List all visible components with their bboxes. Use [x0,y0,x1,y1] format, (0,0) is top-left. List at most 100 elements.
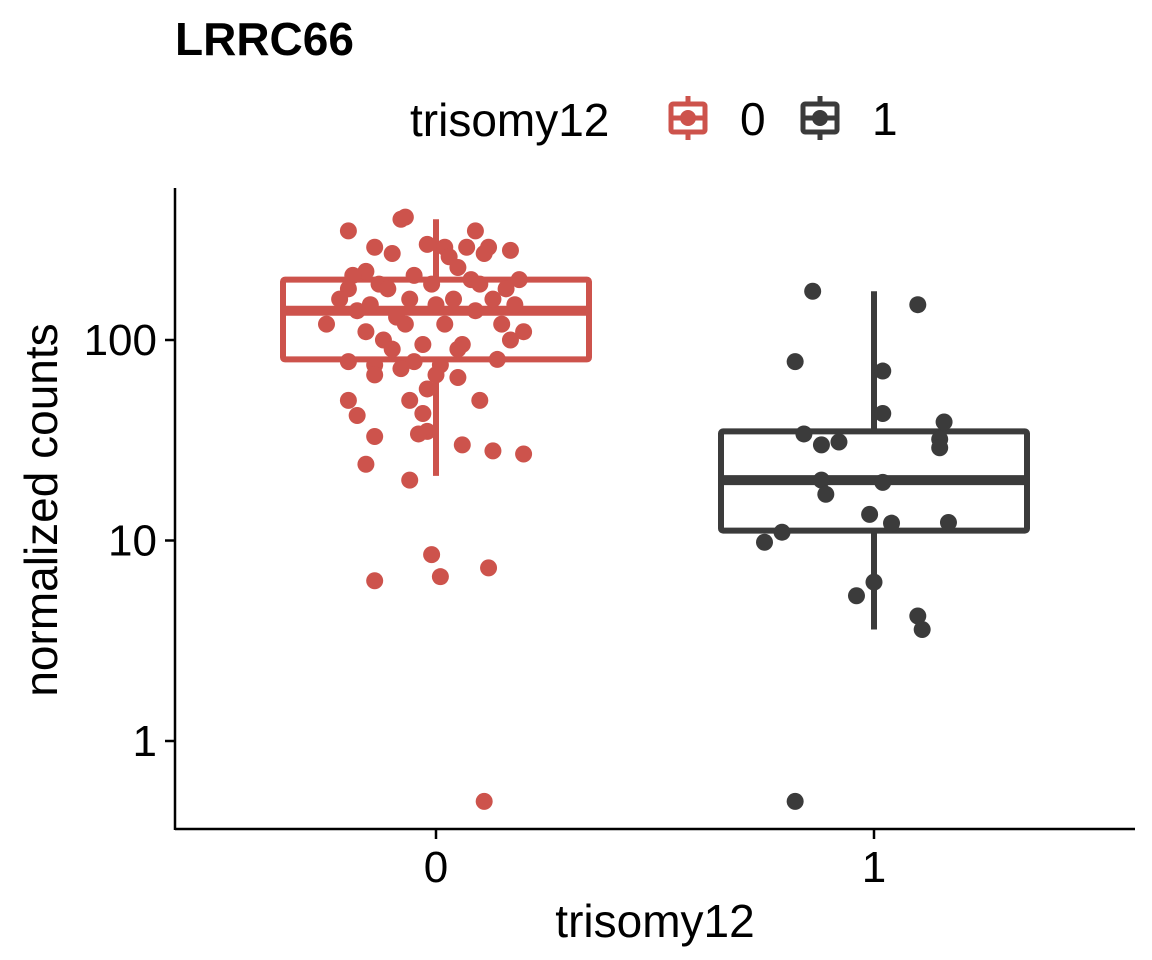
legend-key-point [812,110,828,126]
y-tick-label: 100 [84,316,157,365]
data-point [913,620,931,638]
data-point [423,546,441,564]
data-point [366,238,384,256]
data-point [366,428,384,446]
data-point [383,245,401,263]
data-point [493,315,511,333]
data-point [392,360,410,378]
data-point [427,366,445,384]
data-point [357,455,375,473]
y-tick-label: 10 [108,517,157,566]
data-point [497,280,515,298]
points-1 [756,282,957,810]
data-point [453,436,471,454]
data-point [773,523,791,541]
data-point [515,323,533,341]
series-layer [280,208,1030,810]
data-point [357,323,375,341]
data-point [817,485,835,503]
data-point [484,290,502,308]
legend-label: 0 [740,93,766,145]
data-point [812,436,830,454]
data-point [339,391,357,409]
data-point [344,266,362,284]
data-point [847,587,865,605]
data-point [348,407,366,425]
data-point [931,439,949,457]
data-point [515,445,533,463]
data-point [510,271,528,289]
data-point [405,266,423,284]
data-point [409,425,427,443]
data-point [786,792,804,810]
data-point [396,315,414,333]
data-point [449,369,467,387]
data-point [379,280,397,298]
data-point [786,353,804,371]
data-point [318,315,335,333]
data-point [401,471,419,489]
data-point [935,413,953,431]
data-point [883,514,901,532]
legend-label: 1 [872,93,898,145]
data-point [471,275,489,293]
chart-title: LRRC66 [175,13,354,65]
data-point [449,340,467,358]
data-point [414,404,432,422]
data-point [357,262,375,280]
data-point [366,572,384,590]
data-point [501,241,519,259]
data-point [331,290,349,308]
data-point [874,404,892,422]
data-point [874,473,892,491]
y-axis-title: normalized counts [15,323,67,696]
data-point [861,505,879,523]
data-point [431,568,449,586]
data-point [405,353,423,371]
points-0 [318,208,533,810]
data-point [909,296,927,314]
data-point [445,290,463,308]
data-point [804,282,822,300]
data-point [366,366,384,384]
data-point [401,290,419,308]
data-point [475,792,493,810]
data-point [939,513,957,531]
data-point [339,222,357,240]
data-point [401,391,419,409]
x-tick-label: 1 [862,843,886,892]
y-axis-ticks: 1 10 100 [84,316,175,766]
x-axis-title: trisomy12 [555,895,754,947]
data-point [383,340,401,358]
x-tick-label: 0 [424,843,448,892]
data-point [414,335,432,353]
data-point [458,238,476,256]
data-point [795,425,813,443]
legend-key-point [680,110,696,126]
data-point [418,235,436,253]
data-point [427,296,445,314]
data-point [471,391,489,409]
data-point [423,275,441,293]
data-point [418,380,436,398]
data-point [756,533,773,551]
data-point [501,331,519,349]
data-point [339,353,357,371]
data-point [449,258,467,276]
data-point [865,573,883,591]
data-point [480,559,498,577]
data-point [436,315,454,333]
data-point [812,471,830,489]
data-point [396,208,414,226]
y-tick-label: 1 [133,717,157,766]
data-point [466,302,484,320]
data-point [874,362,892,380]
data-point [909,607,927,625]
data-point [475,245,493,263]
data-point [488,350,506,368]
legend-key-1: 1 [800,93,898,145]
